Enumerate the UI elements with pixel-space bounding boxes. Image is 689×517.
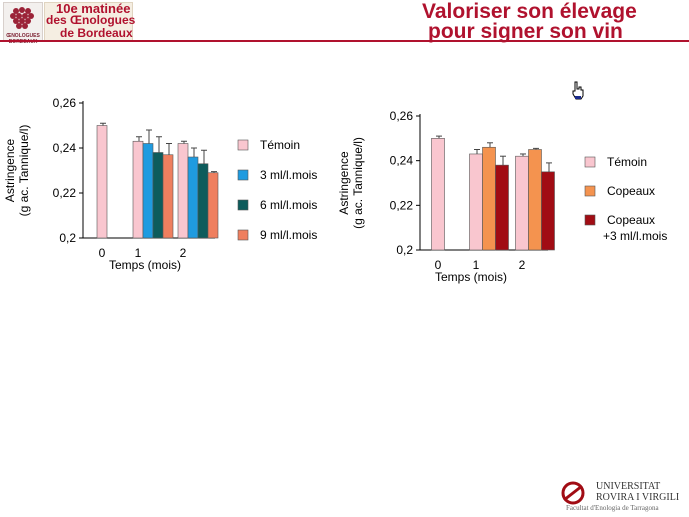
- y-axis-label: Astringence: [3, 138, 17, 202]
- y-tick-label: 0,2: [396, 243, 413, 257]
- legend-swatch: [237, 229, 249, 241]
- slide-title-line-2: pour signer son vin: [428, 20, 623, 43]
- bar: [197, 163, 209, 239]
- x-tick-label: 2: [180, 246, 187, 260]
- legend-label: Copeaux: [607, 184, 655, 198]
- y-tick-label: 0,26: [390, 109, 414, 123]
- legend-swatch: [237, 169, 249, 181]
- bar: [187, 156, 199, 239]
- bar: [515, 155, 529, 251]
- y-axis-label: Astringence: [337, 151, 351, 215]
- university-logo: UNIVERSITAT ROVIRA I VIRGILI Facultat d'…: [552, 478, 686, 514]
- bar: [495, 164, 509, 251]
- x-tick-label: 1: [135, 246, 142, 260]
- grape-cluster-icon: [10, 7, 34, 29]
- title-underline: [0, 40, 689, 42]
- hand-cursor-icon: [572, 81, 584, 100]
- legend-label-line-2: +3 ml/l.mois: [603, 229, 667, 243]
- bar: [541, 171, 555, 251]
- bar: [162, 154, 174, 239]
- legend-swatch: [584, 214, 596, 226]
- legend-label: Copeaux: [607, 213, 655, 227]
- x-axis-label: Temps (mois): [109, 258, 181, 272]
- bar: [142, 143, 154, 239]
- university-name-line-1: UNIVERSITAT: [596, 481, 661, 492]
- legend-swatch: [584, 156, 596, 168]
- urv-emblem-icon: [561, 481, 585, 505]
- legend-swatch: [237, 139, 249, 151]
- event-line-2: des Œnologues: [46, 13, 136, 27]
- faculty-name: Facultat d'Enologia de Tarragona: [566, 504, 659, 512]
- bar: [528, 149, 542, 251]
- bar: [177, 143, 189, 239]
- x-tick-label: 0: [99, 246, 106, 260]
- bar: [96, 125, 108, 239]
- bar: [431, 138, 445, 251]
- astringence-chart-doses: Astringence (g ac. Tannique/l) 0,2 0,22 0,24…: [3, 96, 317, 272]
- bar: [207, 172, 219, 239]
- legend-label: 3 ml/l.mois: [260, 168, 317, 182]
- event-badge: [44, 2, 133, 42]
- bar: [152, 152, 164, 239]
- y-tick-label: 0,2: [59, 231, 76, 245]
- y-tick-label: 0,22: [53, 186, 77, 200]
- header: ŒNOLOGUES BORDEAUX 10e matinée des Œnolo…: [0, 0, 689, 46]
- bar: [469, 153, 483, 251]
- y-axis-label-unit: (g ac. Tannique/l): [351, 137, 365, 229]
- y-axis-label-unit: (g ac. Tannique/l): [17, 125, 31, 217]
- legend-label: 9 ml/l.mois: [260, 228, 317, 242]
- legend-swatch: [584, 185, 596, 197]
- legend-swatch: [237, 199, 249, 211]
- y-tick-label: 0,24: [390, 154, 414, 168]
- legend-label: Témoin: [260, 138, 300, 152]
- astringence-chart-copeaux: Astringence (g ac. Tannique/l) 0,2 0,22 0,24…: [337, 109, 667, 284]
- event-line-1: 10e matinée: [56, 1, 131, 16]
- slide-title-line-1: Valoriser son élevage: [422, 0, 637, 23]
- event-line-3: de Bordeaux: [60, 26, 133, 40]
- bar: [132, 140, 144, 239]
- logo-caption: ŒNOLOGUES BORDEAUX: [6, 33, 40, 45]
- x-tick-label: 1: [473, 258, 480, 272]
- x-tick-label: 0: [435, 258, 442, 272]
- y-tick-label: 0,22: [390, 198, 414, 212]
- y-tick-label: 0,24: [53, 141, 77, 155]
- x-axis-label: Temps (mois): [435, 270, 507, 284]
- bar: [482, 146, 496, 251]
- university-name-line-2: ROVIRA I VIRGILI: [596, 492, 680, 503]
- y-tick-label: 0,26: [53, 96, 77, 110]
- legend-label: 6 ml/l.mois: [260, 198, 317, 212]
- x-tick-label: 2: [519, 258, 526, 272]
- legend-label: Témoin: [607, 155, 647, 169]
- oenologues-logo: [3, 2, 43, 42]
